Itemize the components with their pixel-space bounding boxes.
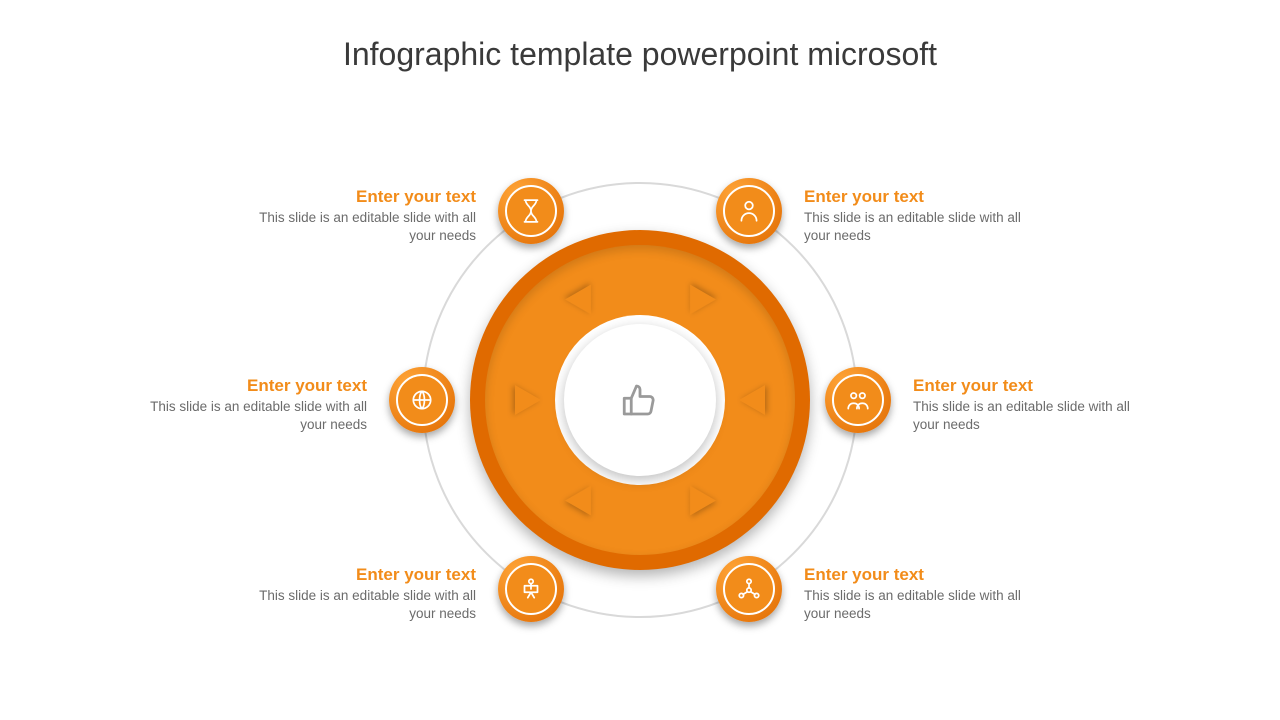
- node-label: Enter your textThis slide is an editable…: [256, 565, 476, 623]
- node-label: Enter your textThis slide is an editable…: [147, 376, 367, 434]
- presenter-icon: [505, 563, 557, 615]
- orbit-node: [389, 367, 455, 433]
- node-subtext: This slide is an editable slide with all…: [147, 398, 367, 434]
- diagram-canvas: Enter your textThis slide is an editable…: [0, 0, 1280, 720]
- orbit-node: [498, 556, 564, 622]
- node-label: Enter your textThis slide is an editable…: [804, 565, 1024, 623]
- node-heading: Enter your text: [256, 565, 476, 585]
- hourglass-icon: [505, 185, 557, 237]
- node-heading: Enter your text: [256, 187, 476, 207]
- inward-arrow: [515, 385, 541, 415]
- node-heading: Enter your text: [147, 376, 367, 396]
- node-heading: Enter your text: [804, 187, 1024, 207]
- node-heading: Enter your text: [804, 565, 1024, 585]
- orbit-node: [716, 178, 782, 244]
- node-subtext: This slide is an editable slide with all…: [256, 587, 476, 623]
- inward-arrow: [739, 385, 765, 415]
- node-label: Enter your textThis slide is an editable…: [804, 187, 1024, 245]
- node-label: Enter your textThis slide is an editable…: [913, 376, 1133, 434]
- node-label: Enter your textThis slide is an editable…: [256, 187, 476, 245]
- orbit-node: [825, 367, 891, 433]
- thumbs-up-icon: [619, 379, 661, 421]
- node-subtext: This slide is an editable slide with all…: [804, 587, 1024, 623]
- node-subtext: This slide is an editable slide with all…: [913, 398, 1133, 434]
- team-icon: [832, 374, 884, 426]
- node-heading: Enter your text: [913, 376, 1133, 396]
- network-icon: [723, 563, 775, 615]
- node-subtext: This slide is an editable slide with all…: [256, 209, 476, 245]
- node-subtext: This slide is an editable slide with all…: [804, 209, 1024, 245]
- orbit-node: [716, 556, 782, 622]
- person-icon: [723, 185, 775, 237]
- orbit-node: [498, 178, 564, 244]
- center-circle: [564, 324, 716, 476]
- globe-icon: [396, 374, 448, 426]
